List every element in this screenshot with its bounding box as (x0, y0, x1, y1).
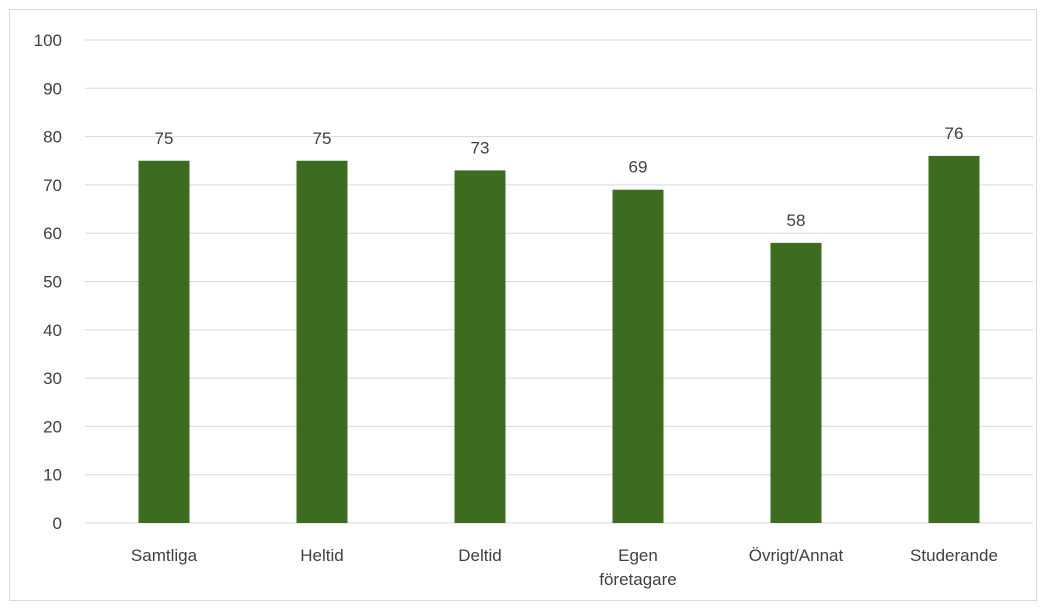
y-tick-label: 80 (43, 128, 62, 147)
data-label: 58 (787, 211, 806, 230)
x-tick-label: företagare (599, 570, 677, 589)
y-tick-label: 90 (43, 79, 62, 98)
y-tick-label: 20 (43, 417, 62, 436)
bar-0 (138, 160, 190, 523)
x-tick-label: Heltid (300, 546, 343, 565)
y-tick-label: 70 (43, 176, 62, 195)
y-tick-label: 60 (43, 224, 62, 243)
data-label: 76 (945, 124, 964, 143)
bar-1 (296, 160, 348, 523)
y-tick-label: 100 (34, 31, 62, 50)
x-tick-label: Egen (618, 546, 658, 565)
y-tick-label: 40 (43, 321, 62, 340)
data-label: 73 (471, 138, 490, 157)
x-tick-label: Övrigt/Annat (749, 546, 844, 565)
x-tick-label: Samtliga (131, 546, 198, 565)
data-label: 75 (313, 129, 332, 148)
data-label: 69 (629, 158, 648, 177)
x-tick-label: Studerande (910, 546, 998, 565)
bar-4 (770, 242, 822, 524)
y-tick-label: 10 (43, 466, 62, 485)
x-tick-label: Deltid (458, 546, 501, 565)
y-tick-label: 50 (43, 273, 62, 292)
bar-2 (454, 170, 506, 523)
y-tick-label: 0 (53, 514, 62, 533)
y-tick-label: 30 (43, 369, 62, 388)
bar-3 (612, 189, 664, 524)
bar-5 (928, 155, 980, 524)
data-label: 75 (155, 129, 174, 148)
